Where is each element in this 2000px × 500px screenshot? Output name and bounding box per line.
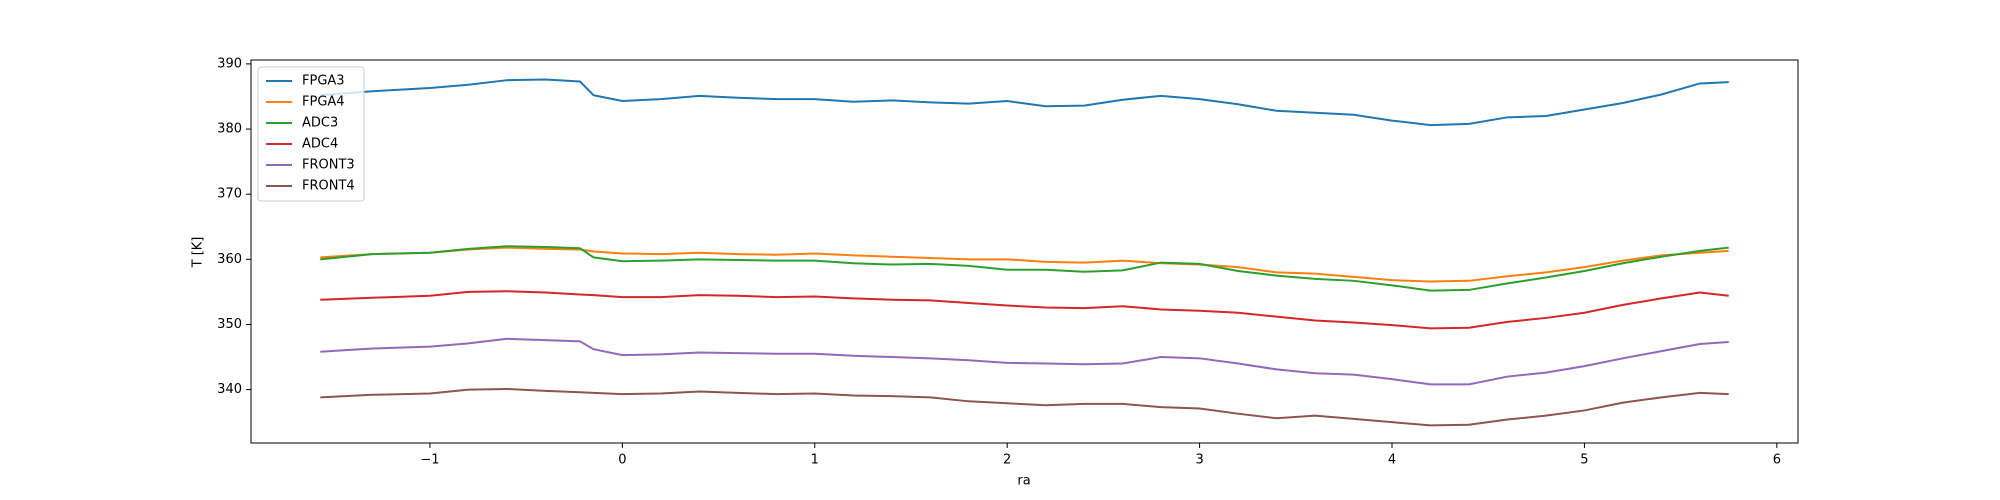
y-tick-label: 370 [217,187,242,202]
legend-label: ADC4 [302,137,338,152]
y-tick-label: 340 [217,382,242,397]
y-tick-label: 360 [217,252,242,267]
series-line [320,290,1729,330]
plot-frame [250,59,1799,444]
series-line [320,246,1729,283]
legend-label: FPGA4 [302,95,345,110]
x-tick-label: 6 [1773,453,1781,468]
legend-box [257,66,365,202]
y-tick-label: 350 [217,317,242,332]
series-line [320,337,1729,386]
series-line [320,387,1729,427]
legend-label: FRONT3 [302,158,355,173]
x-tick-label: 1 [811,453,819,468]
legend-label: FRONT4 [302,179,355,194]
x-tick-label: 3 [1195,453,1203,468]
x-tick-label: 5 [1580,453,1588,468]
y-axis-label: T [K] [191,237,206,269]
series-line [320,245,1729,292]
legend-label: FPGA3 [302,74,345,89]
legend-label: ADC3 [302,116,338,131]
x-tick-label: −1 [420,453,439,468]
series-line [320,78,1729,127]
x-tick-label: 2 [1003,453,1011,468]
y-tick-label: 380 [217,122,242,137]
y-tick-label: 390 [217,56,242,71]
x-tick-label: 0 [618,453,626,468]
x-axis-label: ra [1017,474,1030,489]
x-tick-label: 4 [1388,453,1396,468]
